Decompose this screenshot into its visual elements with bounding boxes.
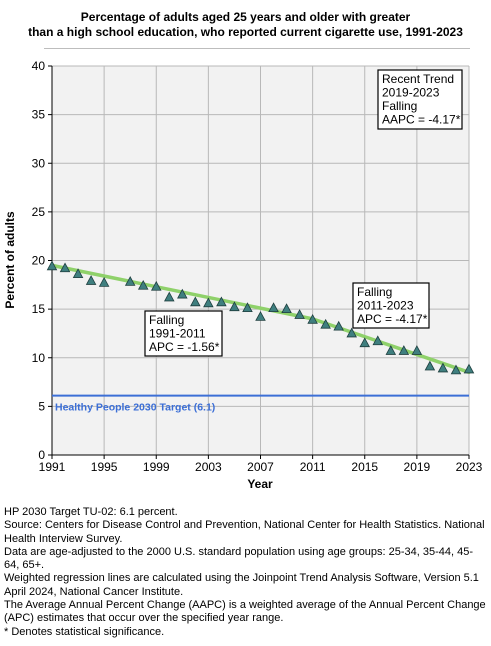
annotation-line: 2011-2023 <box>357 299 414 313</box>
x-axis-ticks: 1991 1995 1999 2003 2007 2011 2015 2019 2023 <box>39 455 483 474</box>
annotation-line: APC = -4.17* <box>357 312 428 326</box>
annotation-box <box>144 310 223 357</box>
footnote-target: HP 2030 Target TU-02: 6.1 percent. <box>4 506 178 518</box>
joinpoint-chart: 1991 1995 1999 2003 2007 2011 2015 2019 2023 051… <box>3 59 483 491</box>
data-point <box>294 309 305 319</box>
y-tick-label: 40 <box>32 59 46 73</box>
x-tick-label: 1995 <box>91 460 118 474</box>
annotation-box <box>352 282 430 329</box>
x-tick-label: 1999 <box>143 460 170 474</box>
y-tick-label: 5 <box>38 399 45 413</box>
x-tick-label: 2023 <box>456 460 483 474</box>
data-point <box>450 364 462 375</box>
data-point <box>333 320 344 331</box>
data-point <box>385 345 397 355</box>
data-point <box>177 288 188 299</box>
data-point <box>242 302 253 313</box>
annotation-line: Falling <box>149 313 184 327</box>
y-tick-label: 10 <box>32 351 46 365</box>
data-point <box>137 279 149 290</box>
data-point <box>150 280 162 291</box>
annotation-line: 1991-2011 <box>149 327 206 341</box>
annotation-line: Falling <box>382 99 417 113</box>
data-point <box>411 345 423 355</box>
y-axis-ticks: 0 5 10 15 20 25 30 35 40 <box>32 59 52 462</box>
data-point <box>59 262 71 273</box>
grid-lines <box>52 65 470 455</box>
data-point <box>216 296 227 307</box>
y-tick-label: 30 <box>32 156 46 170</box>
data-point <box>281 303 292 314</box>
footnote-significance: * Denotes statistical significance. <box>4 625 165 638</box>
chart-title-line-2: than a high school education, who report… <box>28 25 463 39</box>
data-point <box>346 327 357 338</box>
x-tick-label: 2011 <box>300 460 326 474</box>
annotation-line: APC = -1.56* <box>149 340 220 354</box>
data-point <box>255 311 266 321</box>
annotation-line: AAPC = -4.17* <box>382 113 461 127</box>
data-point <box>463 363 475 374</box>
data-point <box>424 360 436 371</box>
data-point <box>437 362 449 373</box>
data-point <box>85 275 97 285</box>
x-axis-label: Year <box>247 477 273 491</box>
target-label: Healthy People 2030 Target (6.1) <box>55 402 215 414</box>
x-tick-label: 2019 <box>404 460 431 474</box>
data-point <box>320 318 331 329</box>
annotation-box <box>377 69 463 130</box>
y-tick-label: 0 <box>38 448 45 462</box>
y-tick-label: 20 <box>32 254 46 268</box>
data-point <box>359 337 371 348</box>
y-axis-label: Percent of adults <box>3 211 17 309</box>
annotation-line: 2019-2023 <box>382 86 440 100</box>
data-point <box>307 313 318 324</box>
data-point <box>190 296 201 307</box>
footnotes: HP 2030 Target TU-02: 6.1 percent. Sourc… <box>4 506 488 639</box>
data-point <box>98 277 110 287</box>
title-divider <box>44 48 470 49</box>
footnote-age-adjustment: Data are age-adjusted to the 2000 U.S. s… <box>4 545 474 572</box>
y-tick-label: 25 <box>32 205 46 219</box>
data-point <box>124 276 136 286</box>
chart-title-line-1: Percentage of adults aged 25 years and o… <box>80 10 411 24</box>
data-point <box>398 345 410 355</box>
footnote-source: Source: Centers for Disease Control and … <box>4 519 485 545</box>
x-tick-label: 1991 <box>39 460 66 474</box>
footnote-aapc: The Average Annual Percent Change (AAPC)… <box>4 599 486 625</box>
x-tick-label: 2015 <box>351 460 378 474</box>
data-point <box>268 302 279 313</box>
data-point <box>72 268 84 279</box>
data-point <box>203 297 214 308</box>
annotation-line: Recent Trend <box>382 72 454 86</box>
data-point <box>372 335 384 346</box>
y-tick-label: 15 <box>32 302 46 316</box>
annotation-line: Falling <box>357 285 392 299</box>
chart-title: Percentage of adults aged 25 years and o… <box>0 10 491 40</box>
x-tick-label: 2007 <box>247 460 274 474</box>
data-point <box>164 291 175 302</box>
data-point <box>46 260 58 271</box>
data-point <box>229 301 240 312</box>
y-tick-label: 35 <box>32 108 46 122</box>
data-points <box>46 260 475 375</box>
x-tick-label: 2003 <box>195 460 222 474</box>
footnote-regression: Weighted regression lines are calculated… <box>4 572 479 598</box>
